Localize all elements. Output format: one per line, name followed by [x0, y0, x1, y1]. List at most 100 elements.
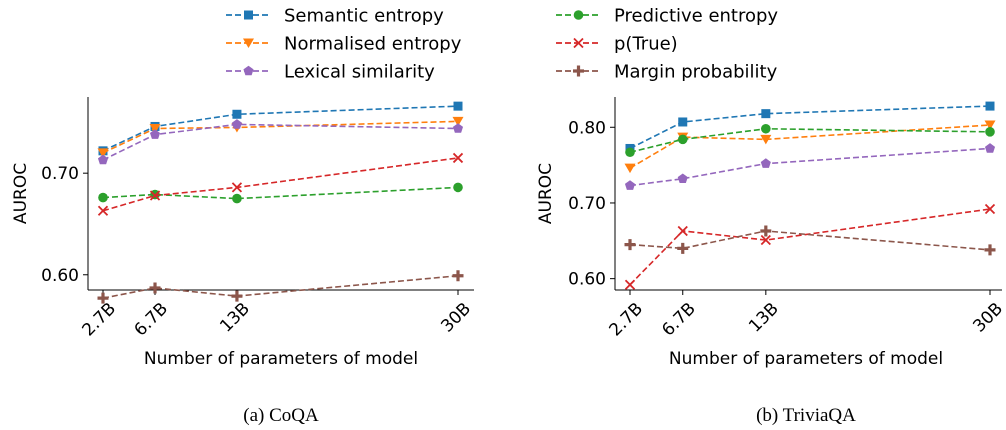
data-point-p-true: [97, 205, 109, 216]
y-tick-label: 0.80: [568, 118, 606, 138]
y-axis-label: AUROC: [536, 163, 556, 224]
data-point-p-true: [452, 152, 464, 164]
data-point-semantic-entropy: [453, 101, 463, 111]
data-point-p-true: [984, 203, 996, 215]
series-line-normalised-entropy: [102, 120, 459, 154]
data-point-margin-probability: [760, 225, 772, 237]
data-point-predictive-entropy: [453, 182, 463, 193]
y-axis-label: AUROC: [11, 163, 31, 224]
series-semantic-entropy: [625, 101, 995, 153]
data-point-normalised-entropy: [149, 123, 161, 134]
data-point-lexical-similarity: [624, 180, 636, 190]
legend-label: Margin probability: [614, 62, 778, 83]
legend: Semantic entropy Normalised entropy Lexica…: [226, 6, 778, 83]
data-point-margin-probability: [984, 244, 996, 256]
legend-item-semantic-entropy: Semantic entropy: [226, 6, 444, 27]
data-point-p-true: [149, 190, 161, 201]
series-margin-probability: [97, 270, 464, 304]
panel-caption: (a) CoQA: [243, 405, 319, 426]
x-tick-label: 13B: [745, 299, 783, 337]
data-point-normalised-entropy: [452, 116, 464, 127]
data-point-lexical-similarity: [231, 119, 242, 129]
legend-label: p(True): [614, 34, 678, 55]
series-line-p-true: [629, 208, 991, 286]
data-point-semantic-entropy: [232, 109, 242, 119]
series-p-true: [97, 152, 464, 216]
legend-item-normalised-entropy: Normalised entropy: [226, 34, 462, 55]
data-point-lexical-similarity: [452, 123, 464, 133]
series-line-predictive-entropy: [629, 127, 991, 154]
x-axis-label: Number of parameters of model: [669, 349, 943, 369]
data-point-predictive-entropy: [677, 134, 688, 145]
x-tick-label: 2.7B: [606, 299, 648, 341]
data-point-margin-probability: [677, 242, 689, 254]
data-point-predictive-entropy: [985, 127, 995, 137]
x-tick-label: 30B: [969, 299, 1006, 337]
legend-item-margin-probability: Margin probability: [556, 62, 778, 83]
series-line-semantic-entropy: [102, 105, 459, 152]
series-line-predictive-entropy: [102, 186, 459, 200]
data-point-normalised-entropy: [624, 163, 636, 174]
data-point-lexical-similarity: [677, 173, 688, 184]
x-axis-label: Number of parameters of model: [144, 349, 418, 369]
series-lexical-similarity: [97, 119, 464, 165]
data-point-margin-probability: [149, 282, 161, 294]
data-point-normalised-entropy: [760, 134, 772, 145]
y-tick-label: 0.60: [568, 270, 606, 290]
data-point-p-true: [677, 225, 688, 237]
data-point-normalised-entropy: [984, 120, 996, 131]
legend-marker-normalised-entropy: [243, 38, 254, 48]
data-point-semantic-entropy: [761, 109, 771, 119]
data-point-normalised-entropy: [97, 148, 109, 158]
panel-caption: (b) TriviaQA: [756, 405, 856, 426]
series-lexical-similarity: [624, 143, 996, 190]
y-tick-label: 0.70: [568, 194, 606, 214]
series-line-lexical-similarity: [629, 147, 991, 187]
y-tick-label: 0.60: [41, 266, 79, 286]
series-predictive-entropy: [625, 123, 995, 158]
y-tick-label: 0.70: [41, 164, 79, 184]
chart-triviaqa: 0.60 0.70 0.80 2.7B 6.7B 13B 30B AUROC Number of…: [536, 97, 1006, 426]
data-point-margin-probability: [452, 270, 464, 282]
series-normalised-entropy: [624, 120, 996, 174]
series-line-p-true: [102, 157, 459, 212]
legend-marker-margin-probability: [573, 65, 584, 77]
x-tick-label: 6.7B: [658, 299, 700, 341]
legend-marker-predictive-entropy: [573, 10, 584, 20]
series-line-semantic-entropy: [629, 105, 991, 150]
x-tick-label: 30B: [437, 299, 475, 337]
x-tick-label: 2.7B: [79, 299, 121, 341]
series-p-true: [624, 203, 996, 290]
data-point-margin-probability: [97, 292, 109, 304]
data-point-lexical-similarity: [149, 129, 161, 139]
chart-coqa: 0.60 0.70 2.7B 6.7B 13B 30B AUROC Number of par…: [11, 97, 475, 426]
data-point-lexical-similarity: [760, 158, 771, 168]
data-point-margin-probability: [231, 290, 243, 302]
data-point-predictive-entropy: [761, 123, 771, 134]
legend-item-p-true: p(True): [556, 34, 678, 55]
legend-marker-lexical-similarity: [243, 65, 254, 76]
data-point-predictive-entropy: [232, 193, 242, 204]
data-point-predictive-entropy: [98, 192, 108, 203]
legend-marker-semantic-entropy: [244, 10, 253, 20]
legend-marker-p-true: [573, 37, 584, 49]
data-point-p-true: [231, 182, 243, 193]
x-tick-label: 6.7B: [131, 299, 173, 341]
legend-label: Predictive entropy: [614, 6, 778, 27]
x-tick-label: 13B: [216, 299, 254, 337]
legend-label: Semantic entropy: [284, 6, 444, 27]
data-point-lexical-similarity: [984, 143, 996, 153]
legend-item-predictive-entropy: Predictive entropy: [556, 6, 778, 27]
data-point-p-true: [760, 234, 771, 246]
data-point-p-true: [624, 279, 636, 290]
data-point-lexical-similarity: [97, 154, 109, 165]
series-line-margin-probability: [629, 230, 991, 251]
series-margin-probability: [624, 225, 996, 256]
data-point-margin-probability: [624, 239, 636, 251]
series-line-margin-probability: [102, 274, 459, 299]
legend-item-lexical-similarity: Lexical similarity: [226, 62, 435, 83]
data-point-predictive-entropy: [625, 147, 635, 158]
data-point-semantic-entropy: [678, 117, 688, 127]
data-point-semantic-entropy: [985, 101, 995, 111]
